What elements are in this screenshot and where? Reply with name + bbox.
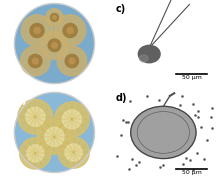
Point xyxy=(210,116,213,118)
Circle shape xyxy=(53,16,56,19)
Ellipse shape xyxy=(15,93,94,172)
Point xyxy=(158,99,161,102)
Point xyxy=(134,163,137,166)
Point xyxy=(182,163,185,165)
Point xyxy=(191,168,195,171)
Point xyxy=(124,120,128,123)
Point xyxy=(130,158,133,160)
Point xyxy=(145,94,149,97)
Circle shape xyxy=(37,119,72,154)
Circle shape xyxy=(20,46,50,76)
Circle shape xyxy=(131,106,196,159)
Point xyxy=(191,103,195,106)
Point xyxy=(180,95,184,98)
Text: d): d) xyxy=(116,93,127,103)
Circle shape xyxy=(21,15,53,46)
Circle shape xyxy=(20,138,51,169)
Circle shape xyxy=(29,54,42,68)
Point xyxy=(196,115,200,118)
Point xyxy=(188,158,191,161)
Circle shape xyxy=(62,110,81,129)
Circle shape xyxy=(52,43,57,48)
Circle shape xyxy=(65,54,79,68)
Point xyxy=(199,126,202,129)
Circle shape xyxy=(63,23,77,37)
Point xyxy=(127,168,131,171)
Circle shape xyxy=(67,27,73,34)
Circle shape xyxy=(40,31,68,59)
Circle shape xyxy=(69,58,75,64)
Point xyxy=(178,103,182,106)
Text: 50 μm: 50 μm xyxy=(182,170,202,175)
Text: c): c) xyxy=(116,4,126,14)
Circle shape xyxy=(30,23,44,37)
Circle shape xyxy=(57,46,87,76)
Circle shape xyxy=(51,14,58,21)
Circle shape xyxy=(26,107,45,126)
Circle shape xyxy=(34,27,40,34)
Point xyxy=(161,163,165,166)
Point xyxy=(128,99,132,102)
Point xyxy=(158,166,162,168)
Point xyxy=(202,157,206,160)
Point xyxy=(184,156,187,159)
Circle shape xyxy=(65,144,82,161)
Point xyxy=(210,106,213,109)
Text: 50 μm: 50 μm xyxy=(182,75,202,80)
Ellipse shape xyxy=(15,4,94,83)
Point xyxy=(210,127,214,130)
Point xyxy=(119,134,123,137)
Circle shape xyxy=(18,99,53,134)
Circle shape xyxy=(32,58,38,64)
Point xyxy=(206,138,209,141)
Circle shape xyxy=(45,127,64,146)
Point xyxy=(126,121,130,124)
Circle shape xyxy=(48,39,61,52)
Circle shape xyxy=(55,15,86,46)
Circle shape xyxy=(58,137,89,168)
Text: a): a) xyxy=(15,6,26,16)
Circle shape xyxy=(55,102,89,137)
Point xyxy=(121,118,125,121)
Circle shape xyxy=(27,145,44,162)
Circle shape xyxy=(138,45,160,63)
Point xyxy=(137,161,141,164)
Point xyxy=(116,154,119,157)
Text: b): b) xyxy=(15,95,27,105)
Circle shape xyxy=(46,9,63,26)
Point xyxy=(195,152,199,155)
Circle shape xyxy=(139,55,148,62)
Point xyxy=(196,109,200,112)
Point xyxy=(194,114,197,117)
